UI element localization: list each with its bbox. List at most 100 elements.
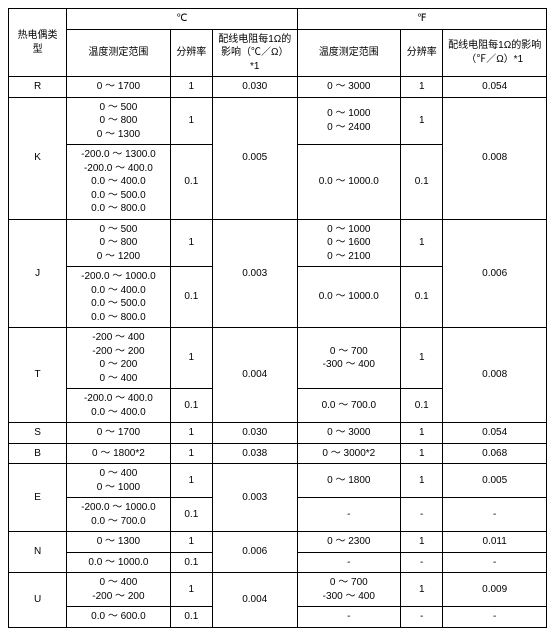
cell: 0.005 [212, 97, 297, 219]
cell: 1 [401, 464, 443, 498]
cell: - [297, 552, 401, 573]
cell: 0.0 ～ 1000.0 [297, 145, 401, 220]
cell: 1 [401, 77, 443, 98]
cell: 0 ～ 5000 ～ 8000 ～ 1200 [67, 219, 171, 267]
type-label: R [9, 77, 67, 98]
cell: 0.1 [170, 498, 212, 532]
cell: 0.0 ～ 1000.0 [297, 267, 401, 328]
cell: 0 ～ 1800 [297, 464, 401, 498]
col-group-f: ℉ [297, 9, 546, 30]
cell: 0 ～ 1700 [67, 77, 171, 98]
cell: 1 [401, 573, 443, 607]
cell: - [297, 498, 401, 532]
cell: 1 [170, 464, 212, 498]
cell: 0 ～ 2300 [297, 532, 401, 553]
cell: -200.0 ～ 1300.0-200.0 ～ 400.00.0 ～ 400.0… [67, 145, 171, 220]
cell: 1 [170, 219, 212, 267]
cell: 0.003 [212, 464, 297, 532]
type-label: U [9, 573, 67, 628]
cell: - [401, 607, 443, 628]
cell: 0.054 [443, 77, 547, 98]
cell: 0 ～ 5000 ～ 8000 ～ 1300 [67, 97, 171, 145]
cell: 0.030 [212, 423, 297, 444]
cell: 0.1 [170, 607, 212, 628]
cell: 0.009 [443, 573, 547, 607]
col-eff-f: 配线电阻每1Ω的影响（℉／Ω）*1 [443, 29, 547, 77]
cell: 0.0 ～ 1000.0 [67, 552, 171, 573]
cell: -200.0 ～ 1000.00.0 ～ 700.0 [67, 498, 171, 532]
cell: -200 ～ 400-200 ～ 2000 ～ 2000 ～ 400 [67, 328, 171, 389]
cell: 0.1 [401, 389, 443, 423]
cell: 0.054 [443, 423, 547, 444]
cell: 1 [401, 443, 443, 464]
cell: 0.006 [443, 219, 547, 328]
cell: 0.006 [212, 532, 297, 573]
thermocouple-table: 热电偶类型 ℃ ℉ 温度测定范围 分辨率 配线电阻每1Ω的影响（℃／Ω）*1 温… [8, 8, 547, 628]
cell: - [401, 498, 443, 532]
cell: 0.1 [401, 145, 443, 220]
type-label: B [9, 443, 67, 464]
cell: 1 [401, 97, 443, 145]
cell: 0.0 ～ 700.0 [297, 389, 401, 423]
cell: 0 ～ 400-200 ～ 200 [67, 573, 171, 607]
col-range-c: 温度测定范围 [67, 29, 171, 77]
cell: 0.1 [401, 267, 443, 328]
cell: 0 ～ 4000 ～ 1000 [67, 464, 171, 498]
cell: -200.0 ～ 1000.00.0 ～ 400.00.0 ～ 500.00.0… [67, 267, 171, 328]
col-res-f: 分辨率 [401, 29, 443, 77]
type-label: N [9, 532, 67, 573]
cell: - [443, 607, 547, 628]
type-label: S [9, 423, 67, 444]
cell: 0 ～ 10000 ～ 2400 [297, 97, 401, 145]
cell: 1 [170, 443, 212, 464]
cell: 0.0 ～ 600.0 [67, 607, 171, 628]
cell: 0.038 [212, 443, 297, 464]
cell: 0.003 [212, 219, 297, 328]
cell: 1 [170, 77, 212, 98]
cell: 1 [170, 532, 212, 553]
cell: 1 [170, 97, 212, 145]
cell: 0 ～ 700-300 ～ 400 [297, 573, 401, 607]
cell: 1 [401, 532, 443, 553]
cell: 0.030 [212, 77, 297, 98]
cell: 0 ～ 1700 [67, 423, 171, 444]
cell: 0.008 [443, 328, 547, 423]
cell: 0.005 [443, 464, 547, 498]
cell: 0.004 [212, 573, 297, 628]
type-label: J [9, 219, 67, 328]
cell: - [443, 552, 547, 573]
col-type: 热电偶类型 [9, 9, 67, 77]
cell: 1 [170, 328, 212, 389]
cell: - [297, 607, 401, 628]
cell: 0 ～ 1800*2 [67, 443, 171, 464]
col-group-c: ℃ [67, 9, 297, 30]
cell: 0 ～ 3000*2 [297, 443, 401, 464]
cell: 0 ～ 1300 [67, 532, 171, 553]
cell: - [443, 498, 547, 532]
cell: 0.1 [170, 145, 212, 220]
cell: 0.068 [443, 443, 547, 464]
col-res-c: 分辨率 [170, 29, 212, 77]
cell: 1 [170, 573, 212, 607]
cell: 0.1 [170, 389, 212, 423]
cell: -200.0 ～ 400.00.0 ～ 400.0 [67, 389, 171, 423]
cell: 1 [170, 423, 212, 444]
type-label: E [9, 464, 67, 532]
col-range-f: 温度测定范围 [297, 29, 401, 77]
cell: 0.1 [170, 552, 212, 573]
cell: 0.011 [443, 532, 547, 553]
cell: 1 [401, 328, 443, 389]
type-label: T [9, 328, 67, 423]
cell: 0 ～ 3000 [297, 423, 401, 444]
cell: 1 [401, 423, 443, 444]
cell: 0 ～ 3000 [297, 77, 401, 98]
cell: 0.1 [170, 267, 212, 328]
cell: 0.008 [443, 97, 547, 219]
cell: - [401, 552, 443, 573]
cell: 1 [401, 219, 443, 267]
type-label: K [9, 97, 67, 219]
cell: 0 ～ 10000 ～ 16000 ～ 2100 [297, 219, 401, 267]
cell: 0 ～ 700-300 ～ 400 [297, 328, 401, 389]
col-eff-c: 配线电阻每1Ω的影响（℃／Ω）*1 [212, 29, 297, 77]
cell: 0.004 [212, 328, 297, 423]
